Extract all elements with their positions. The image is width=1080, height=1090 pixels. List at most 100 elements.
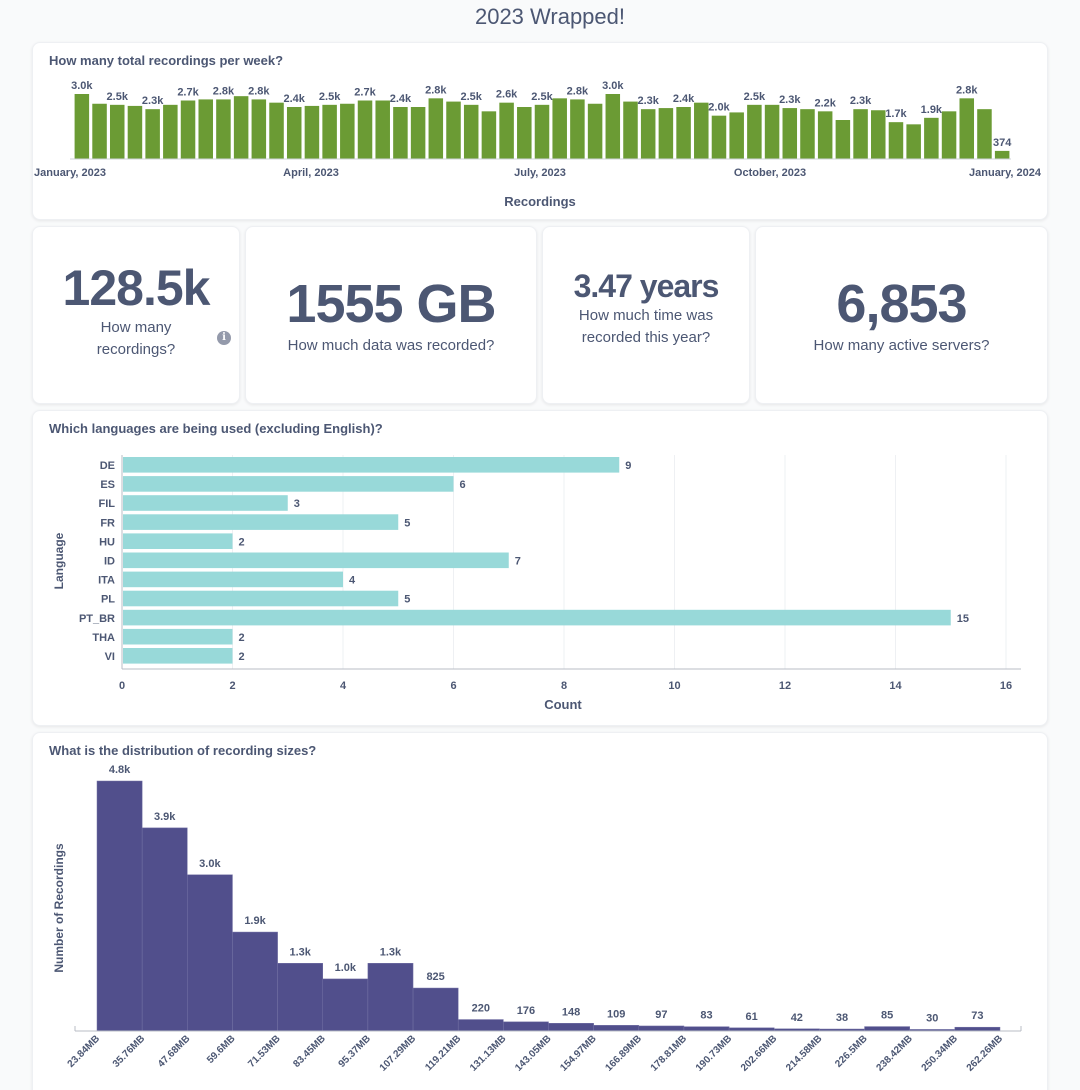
language-bar — [123, 495, 288, 511]
weekly-bar — [888, 122, 904, 159]
x-tick-label: 95.37MB — [337, 1033, 373, 1069]
bar-data-label: 2.3k — [779, 94, 801, 106]
y-axis-title: Language — [52, 532, 66, 589]
x-tick-label: 238.42MB — [874, 1033, 914, 1073]
x-tick-label: 107.29MB — [378, 1033, 418, 1073]
y-tick-label: FIL — [99, 498, 116, 510]
weekly-bar — [198, 99, 213, 159]
weekly-bar — [623, 101, 638, 159]
bar-data-label: 9 — [625, 460, 631, 472]
weekly-bar — [517, 107, 532, 159]
bar-data-label: 109 — [607, 1008, 625, 1020]
weekly-bar — [817, 111, 833, 159]
bar-data-label: 148 — [562, 1006, 580, 1018]
bar-data-label: 4 — [349, 575, 356, 587]
language-bar — [123, 609, 951, 626]
weekly-bar — [906, 124, 921, 159]
bar-data-label: 30 — [926, 1012, 938, 1024]
bar-data-label: 2.8k — [425, 84, 447, 96]
weekly-bar — [587, 103, 603, 159]
histogram-bar — [322, 978, 369, 1032]
weekly-bar — [835, 120, 851, 159]
x-tick-label: 83.45MB — [291, 1033, 327, 1069]
x-tick-label: 47.68MB — [156, 1033, 192, 1069]
bar-data-label: 2.8k — [956, 84, 978, 96]
weekly-bar — [74, 94, 90, 159]
x-tick-label: 143.05MB — [513, 1033, 553, 1073]
bar-data-label: 2 — [239, 536, 245, 548]
bar-data-label: 4.8k — [109, 764, 131, 776]
weekly-bar — [375, 100, 390, 159]
bar-data-label: 3.0k — [199, 858, 221, 870]
weekly-bar — [127, 105, 143, 159]
bar-data-label: 97 — [655, 1009, 667, 1021]
y-tick-label: ID — [104, 556, 115, 568]
histogram-bar — [412, 987, 459, 1032]
weekly-bar — [800, 109, 815, 159]
bar-data-label: 2.4k — [673, 93, 695, 105]
x-tick-label: 119.21MB — [423, 1033, 463, 1073]
histogram-bar — [638, 1025, 685, 1032]
card-title: Which languages are being used (excludin… — [49, 421, 383, 436]
weekly-bar — [994, 150, 1010, 159]
stat-value: 6,853 — [836, 274, 967, 334]
x-tick-label: 131.13MB — [468, 1033, 508, 1073]
bar-data-label: 2.8k — [248, 85, 270, 97]
language-bar — [123, 590, 399, 607]
bar-data-label: 2.7k — [177, 87, 199, 99]
histogram-bar — [954, 1026, 1001, 1032]
weekly-bar — [534, 104, 550, 159]
stat-card-recordings: 128.5k How many recordings? i — [32, 226, 240, 404]
x-tick-label: October, 2023 — [734, 167, 806, 179]
bar-data-label: 2.7k — [354, 87, 376, 99]
bar-data-label: 2.5k — [744, 91, 766, 103]
x-tick-label: 71.53MB — [246, 1033, 282, 1069]
bar-data-label: 2.4k — [284, 93, 306, 105]
weekly-bar — [924, 117, 939, 159]
bar-data-label: 61 — [746, 1011, 758, 1023]
bar-data-label: 1.9k — [921, 104, 943, 116]
x-axis-title: Recordings — [504, 194, 576, 209]
x-tick-label: 226.5MB — [833, 1033, 869, 1069]
bar-data-label: 1.7k — [885, 108, 907, 120]
weekly-bar — [552, 98, 567, 159]
histogram-bar — [141, 827, 188, 1032]
info-icon[interactable]: i — [217, 331, 231, 345]
weekly-bar — [729, 112, 744, 159]
languages-chart: 0 2 4 6 8 10 12 14 16 DE 9 ES 6 FIL 3 FR 5 HU 2 ID 7 ITA 4 PL 5 P… — [52, 455, 1021, 712]
x-tick-label: 10 — [668, 680, 680, 692]
bar-data-label: 2.5k — [531, 91, 553, 103]
bar-data-label: 2 — [239, 632, 245, 644]
weekly-bar — [853, 109, 868, 159]
weekly-bar — [286, 107, 302, 159]
y-tick-label: PL — [101, 594, 115, 606]
weekly-bar — [180, 100, 196, 159]
language-bar — [123, 533, 233, 549]
x-tick-label: 190.73MB — [694, 1033, 734, 1073]
bar-data-label: 2.3k — [850, 95, 872, 107]
weekly-bar — [499, 102, 514, 159]
x-tick-label: January, 2023 — [34, 167, 106, 179]
y-tick-label: FR — [100, 517, 115, 529]
bar-data-label: 2.8k — [567, 85, 589, 97]
bar-data-label: 1.0k — [335, 962, 357, 974]
x-tick-label: 214.58MB — [784, 1033, 824, 1073]
x-tick-label: 6 — [450, 680, 456, 692]
weekly-bar — [782, 108, 798, 159]
histogram-bar — [277, 963, 324, 1032]
y-tick-label: HU — [99, 536, 115, 548]
weekly-bar — [570, 99, 585, 159]
y-tick-label: PT_BR — [79, 613, 115, 625]
bar-data-label: 1.3k — [380, 946, 402, 958]
language-bar — [123, 571, 343, 588]
x-tick-label: April, 2023 — [283, 167, 339, 179]
x-axis-title: Count — [544, 697, 582, 712]
weekly-bar — [711, 115, 727, 159]
weekly-bar — [463, 104, 479, 159]
bar-data-label: 2.2k — [814, 97, 836, 109]
sizes-card: What is the distribution of recording si… — [32, 732, 1048, 1090]
page-title: 2023 Wrapped! — [474, 4, 626, 29]
weekly-bar — [393, 107, 408, 159]
histogram-bar — [187, 874, 233, 1032]
weekly-bar — [941, 111, 957, 159]
